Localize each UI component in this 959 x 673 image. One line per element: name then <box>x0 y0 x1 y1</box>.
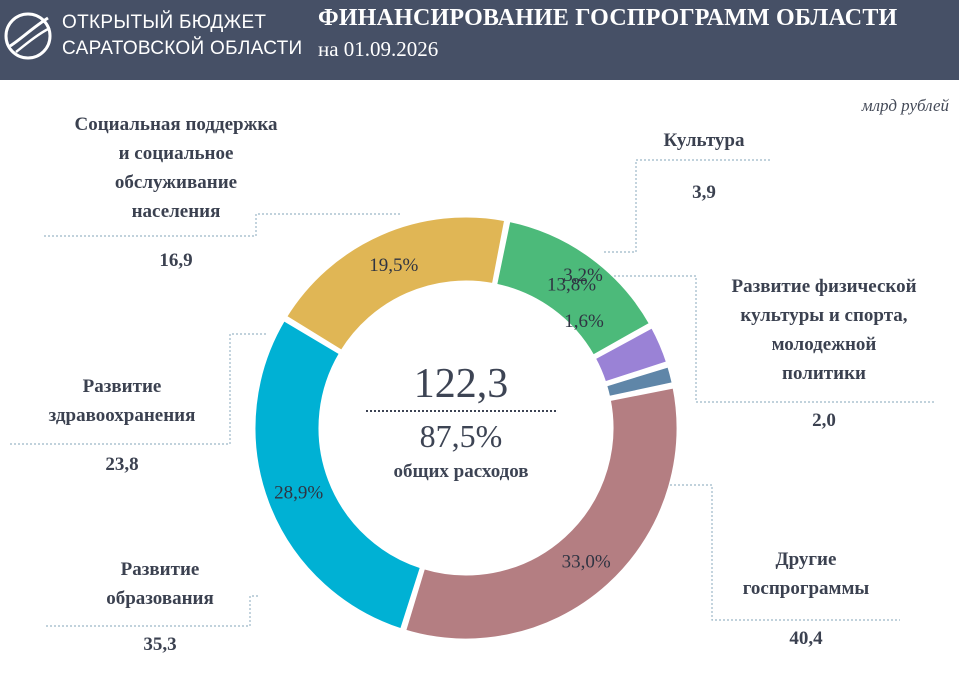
category-value-sport-youth: 2,0 <box>812 410 836 431</box>
org-name-line-2: САРАТОВСКОЙ ОБЛАСТИ <box>62 38 303 59</box>
pct-label-culture: 3,2% <box>563 265 603 286</box>
category-value-social: 16,9 <box>159 250 193 271</box>
open-budget-logo-icon <box>4 12 52 60</box>
pct-label-other: 33,0% <box>562 552 611 573</box>
category-value-culture: 3,9 <box>692 182 716 203</box>
center-divider <box>366 410 556 412</box>
page-title: ФИНАНСИРОВАНИЕ ГОСПРОГРАММ ОБЛАСТИ <box>318 5 898 31</box>
pct-label-social: 13,8% <box>547 274 596 295</box>
leader-line-sport-youth <box>614 275 934 403</box>
category-label-other: Другие госпрограммы <box>742 549 870 599</box>
pct-label-education: 28,9% <box>274 482 323 503</box>
org-name-line-1: ОТКРЫТЫЙ БЮДЖЕТ <box>62 12 267 33</box>
pct-label-healthcare: 19,5% <box>369 255 418 276</box>
leader-line-healthcare <box>10 333 266 445</box>
center-share: 87,5% <box>419 418 503 454</box>
leader-line-social <box>44 213 400 237</box>
units-label: млрд рублей <box>861 96 949 115</box>
slice-social <box>493 218 653 359</box>
leader-line-culture <box>604 159 772 253</box>
category-label-culture: Культура <box>663 130 745 151</box>
category-label-social: Социальная поддержка и социальное обслужив… <box>74 114 278 222</box>
slice-culture <box>592 324 670 385</box>
category-value-other: 40,4 <box>789 628 823 649</box>
category-value-healthcare: 23,8 <box>105 454 139 475</box>
center-caption: общих расходов <box>393 461 529 482</box>
category-value-education: 35,3 <box>143 634 177 655</box>
category-label-education: Развитие образования <box>106 559 214 609</box>
slice-sport-youth <box>603 363 676 400</box>
slice-healthcare <box>283 214 508 354</box>
report-date: на 01.09.2026 <box>318 37 439 61</box>
slice-other <box>402 385 680 642</box>
category-label-healthcare: Развитие здравоохранения <box>48 376 196 426</box>
slice-education <box>252 317 424 632</box>
leader-line-education <box>44 595 258 627</box>
category-label-sport-youth: Развитие физической культуры и спорта, мол… <box>731 276 917 384</box>
pct-label-sport-youth: 1,6% <box>564 311 604 332</box>
header-banner: ОТКРЫТЫЙ БЮДЖЕТ САРАТОВСКОЙ ОБЛАСТИ ФИНА… <box>0 0 959 80</box>
leader-line-other <box>670 484 900 621</box>
center-total: 122,3 <box>413 361 509 407</box>
